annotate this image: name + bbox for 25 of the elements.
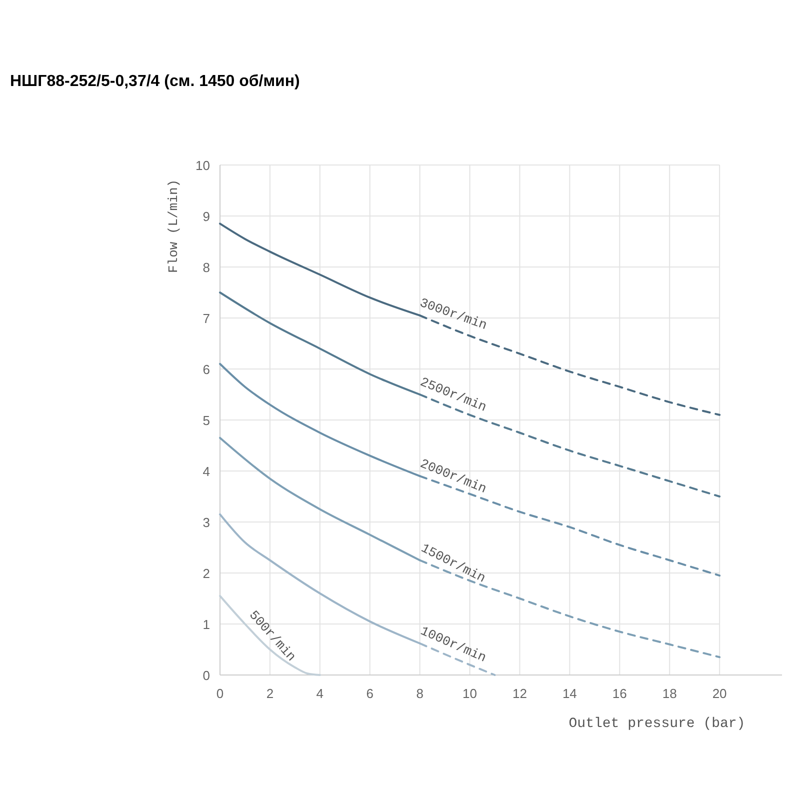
- y-tick-label: 9: [202, 209, 210, 224]
- y-tick-label: 10: [196, 158, 210, 173]
- x-tick-label: 10: [462, 686, 478, 701]
- x-tick-label: 2: [266, 686, 274, 701]
- x-tick-label: 12: [512, 686, 527, 701]
- y-tick-label: 0: [202, 668, 210, 683]
- x-tick-label: 0: [216, 686, 224, 701]
- x-tick-label: 4: [316, 686, 324, 701]
- x-tick-label: 6: [366, 686, 374, 701]
- x-tick-label: 14: [562, 686, 577, 701]
- y-tick-label: 6: [202, 362, 210, 377]
- y-tick-label: 7: [202, 311, 210, 326]
- x-tick-label: 8: [416, 686, 424, 701]
- x-tick-label: 16: [612, 686, 627, 701]
- x-tick-label: 20: [712, 686, 727, 701]
- x-axis-title: Outlet pressure (bar): [568, 716, 746, 732]
- x-tick-label: 18: [662, 686, 677, 701]
- y-tick-label: 1: [202, 617, 210, 632]
- y-tick-label: 8: [202, 260, 210, 275]
- y-axis-title: Flow (L/min): [166, 179, 181, 274]
- chart-title: НШГ88-252/5-0,37/4 (см. 1450 об/мин): [10, 73, 300, 90]
- y-tick-label: 5: [202, 413, 210, 428]
- y-tick-label: 4: [202, 464, 210, 479]
- y-tick-label: 3: [202, 515, 210, 530]
- y-tick-label: 2: [202, 566, 210, 581]
